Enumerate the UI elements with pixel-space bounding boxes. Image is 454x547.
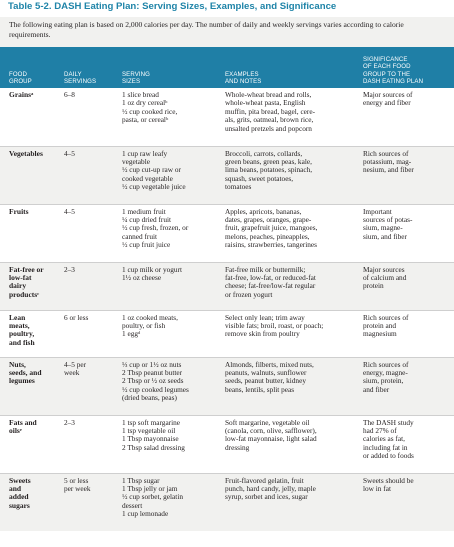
significance-cell: Rich sources of potassium, mag- nesium, … (359, 146, 454, 205)
food-group-cell: Nuts, seeds, and legumes (0, 357, 60, 416)
examples-cell: Almonds, filberts, mixed nuts, peanuts, … (221, 357, 359, 416)
significance-cell: Rich sources of energy, magne- sium, pro… (359, 357, 454, 416)
serving-sizes-cell: 1 tsp soft margarine 1 tsp vegetable oil… (118, 415, 221, 474)
table-row-vegetables: Vegetables 4–5 1 cup raw leafy vegetable… (0, 146, 454, 205)
food-group-cell: Grainsᵃ (0, 88, 60, 147)
table-row-nuts: Nuts, seeds, and legumes 4–5 per week ⅓ … (0, 357, 454, 416)
examples-cell: Apples, apricots, bananas, dates, grapes… (221, 204, 359, 263)
daily-servings-cell: 4–5 (60, 204, 118, 263)
serving-sizes-cell: ⅓ cup or 1½ oz nuts 2 Tbsp peanut butter… (118, 357, 221, 416)
daily-servings-cell: 2–3 (60, 415, 118, 474)
table-row-lean-meats: Lean meats, poultry, and fish 6 or less … (0, 310, 454, 358)
food-group-cell: Sweets and added sugars (9, 475, 31, 510)
serving-sizes-cell: 1 oz cooked meats, poultry, or fish 1 eg… (118, 310, 221, 358)
serving-sizes-cell: 1 cup raw leafy vegetable ½ cup cut-up r… (118, 146, 221, 205)
examples-cell: Broccoli, carrots, collards, green beans… (221, 146, 359, 205)
header-examples-notes: EXAMPLES AND NOTES (225, 70, 262, 86)
food-group-cell: Lean meats, poultry, and fish (0, 310, 60, 358)
header-daily-servings: DAILY SERVINGS (64, 70, 97, 86)
food-group-cell: Fats and oilsᵉ (0, 415, 60, 474)
serving-sizes-cell: 1 slice bread 1 oz dry cerealᵇ ½ cup coo… (118, 88, 221, 147)
daily-servings-cell: 4–5 (60, 146, 118, 205)
examples-cell: Fruit-flavored gelatin, fruit punch, har… (225, 475, 316, 502)
food-group-cell: Fat-free or low-fat dairy productsᶜ (0, 262, 60, 311)
significance-cell: The DASH study had 27% of calories as fa… (359, 415, 454, 474)
food-group-cell: Fruits (0, 204, 60, 263)
daily-servings-cell: 6–8 (60, 88, 118, 147)
examples-cell: Soft margarine, vegetable oil (canola, c… (221, 415, 359, 474)
significance-cell: Sweets should be low in fat (363, 475, 414, 493)
table-row-fruits: Fruits 4–5 1 medium fruit ¼ cup dried fr… (0, 204, 454, 263)
significance-cell: Major sources of calcium and protein (359, 262, 454, 311)
dash-eating-plan-table: FOOD GROUP DAILY SERVINGS SERVING SIZES … (0, 47, 454, 531)
significance-cell: Major sources of energy and fiber (359, 88, 454, 147)
examples-cell: Fat-free milk or buttermilk; fat-free, l… (221, 262, 359, 311)
table-header-row: FOOD GROUP DAILY SERVINGS SERVING SIZES … (0, 47, 454, 88)
serving-sizes-cell: 1 cup milk or yogurt 1½ oz cheese (118, 262, 221, 311)
examples-cell: Whole-wheat bread and rolls, whole-wheat… (221, 88, 359, 147)
daily-servings-cell: 4–5 per week (60, 357, 118, 416)
table-row-sweets: Sweets and added sugars 5 or less per we… (0, 473, 454, 531)
daily-servings-cell: 5 or less per week (64, 475, 91, 493)
daily-servings-cell: 2–3 (60, 262, 118, 311)
table-row-grains: Grainsᵃ 6–8 1 slice bread 1 oz dry cerea… (0, 88, 454, 147)
header-food-group: FOOD GROUP (9, 70, 32, 86)
header-significance: SIGNIFICANCE OF EACH FOOD GROUP TO THE D… (363, 55, 424, 86)
table-row-fats-oils: Fats and oilsᵉ 2–3 1 tsp soft margarine … (0, 415, 454, 474)
examples-cell: Select only lean; trim away visible fats… (221, 310, 359, 358)
food-group-cell: Vegetables (0, 146, 60, 205)
header-serving-sizes: SERVING SIZES (122, 70, 151, 86)
significance-cell: Rich sources of protein and magnesium (359, 310, 454, 358)
table-intro: The following eating plan is based on 2,… (0, 17, 454, 47)
significance-cell: Important sources of potas- sium, magne-… (359, 204, 454, 263)
table-title: Table 5-2. DASH Eating Plan: Serving Siz… (8, 1, 337, 12)
serving-sizes-cell: 1 Tbsp sugar 1 Tbsp jelly or jam ½ cup s… (122, 475, 183, 519)
daily-servings-cell: 6 or less (60, 310, 118, 358)
serving-sizes-cell: 1 medium fruit ¼ cup dried fruit ½ cup f… (118, 204, 221, 263)
table-row-dairy: Fat-free or low-fat dairy productsᶜ 2–3 … (0, 262, 454, 311)
